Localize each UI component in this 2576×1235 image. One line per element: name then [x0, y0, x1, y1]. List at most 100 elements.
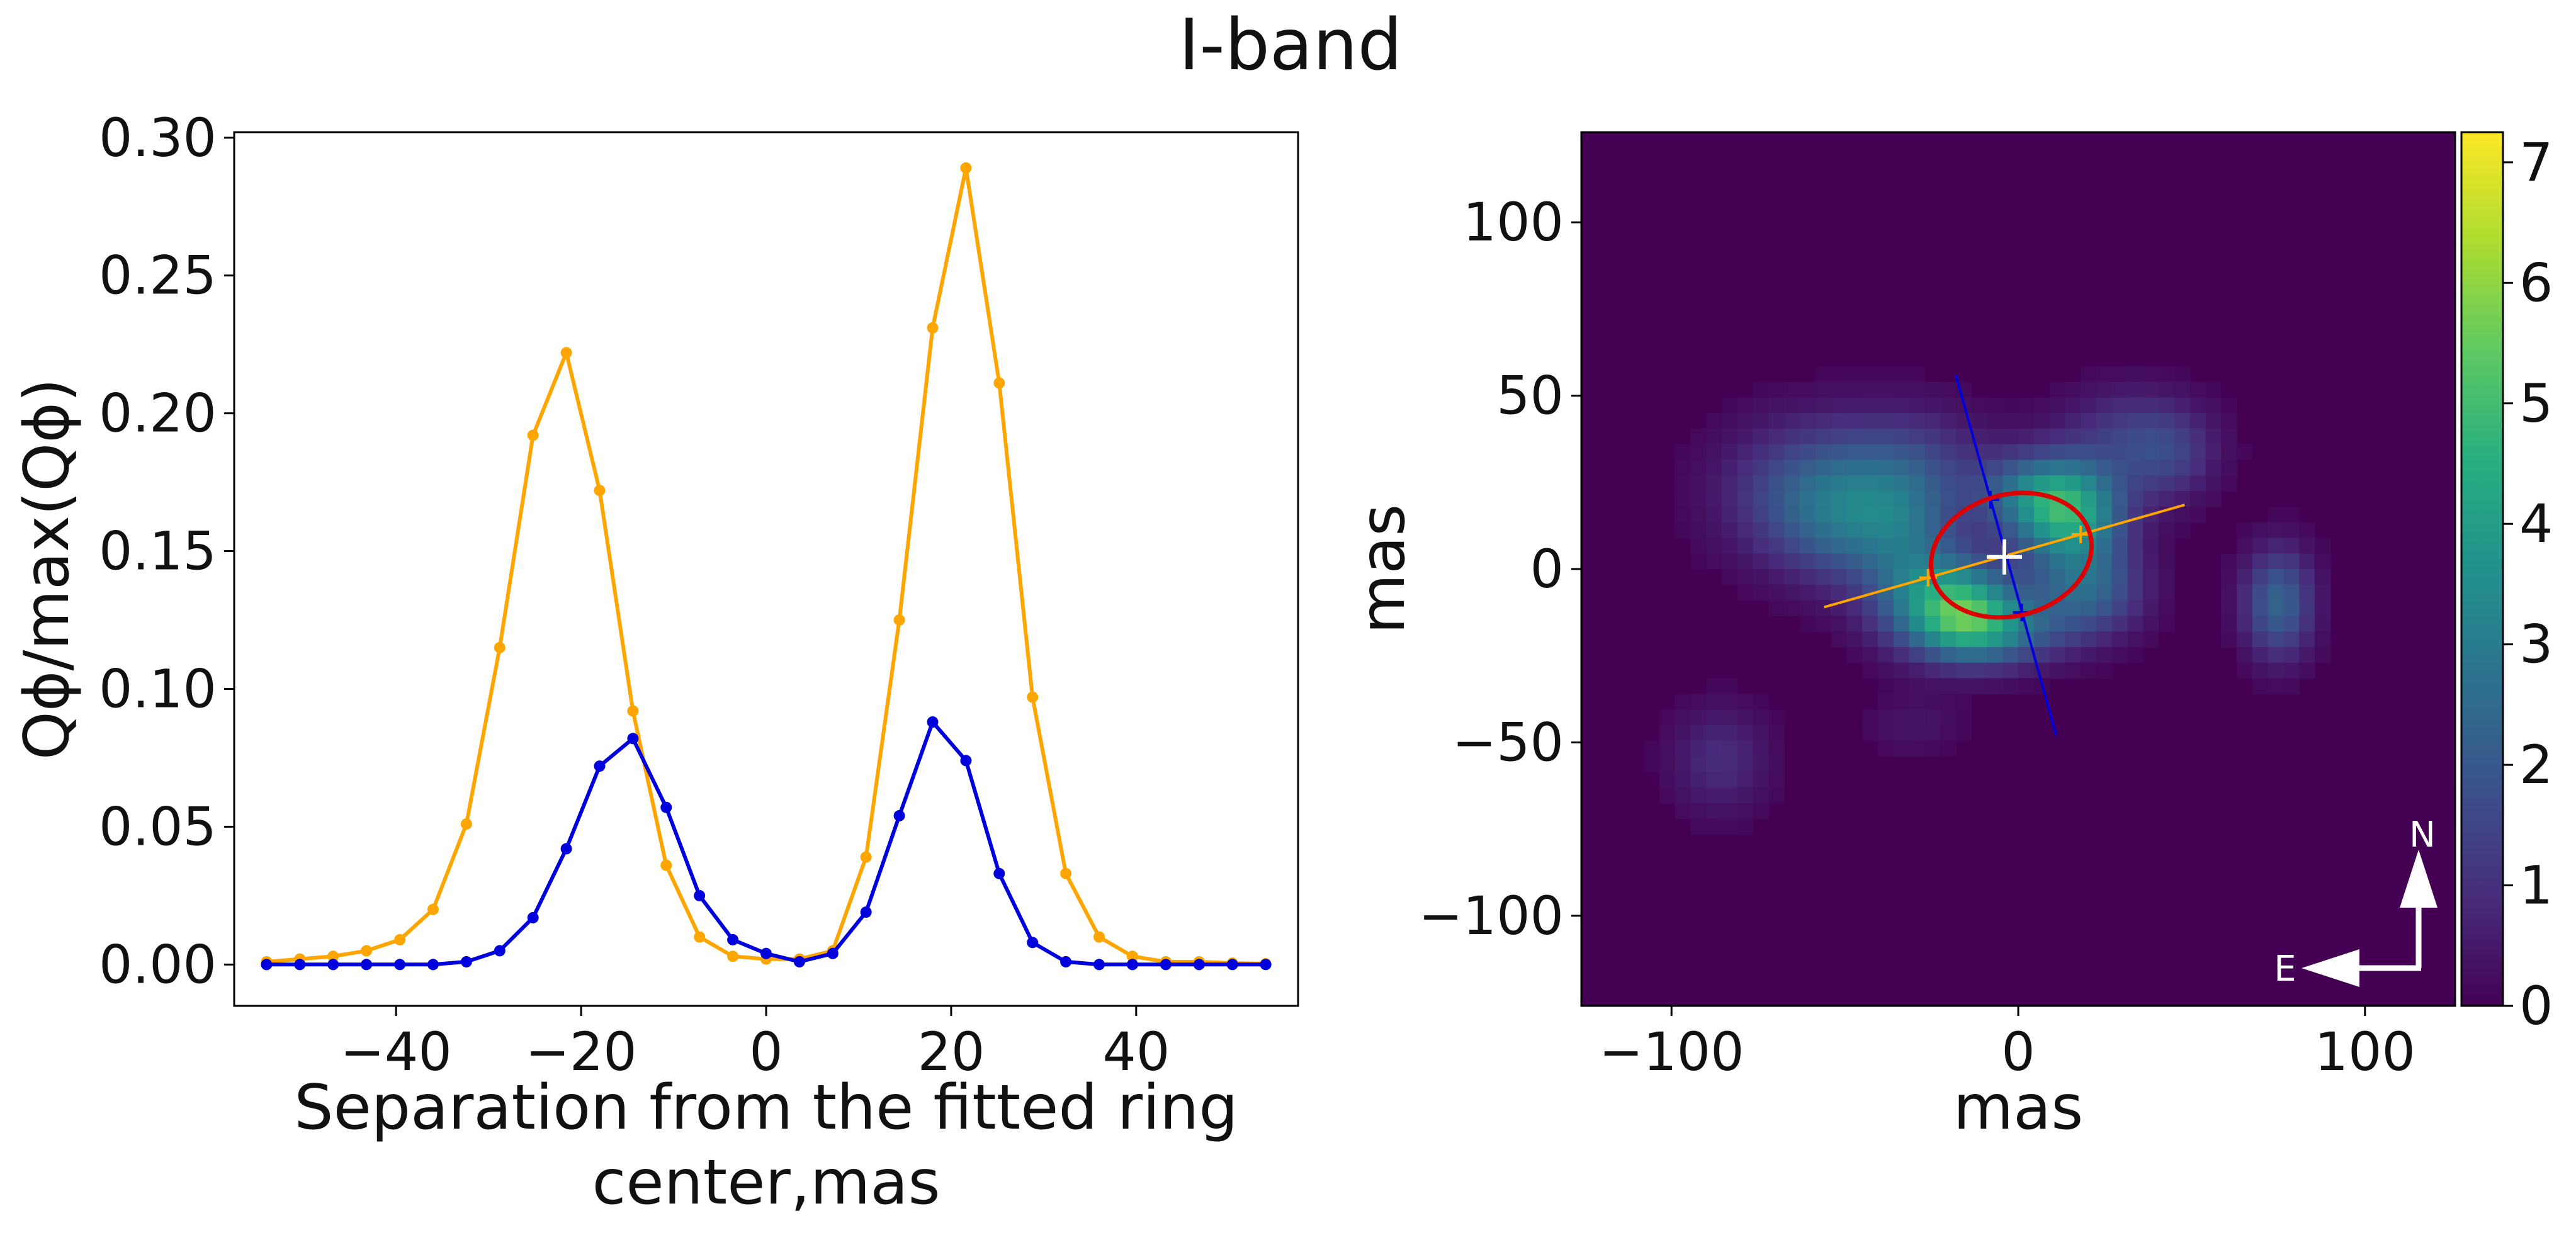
heatmap-cell — [1940, 444, 1957, 461]
series-0-point — [1093, 931, 1105, 943]
heatmap-cell — [2081, 366, 2097, 383]
colorbar-tick-label: 5 — [2519, 373, 2553, 434]
heatmap-cell — [1722, 787, 1738, 804]
y-tick-label: 0.25 — [99, 245, 217, 307]
heatmap-cell — [2174, 444, 2191, 461]
heatmap-cell — [2096, 381, 2113, 398]
heatmap-cell — [1987, 413, 2004, 429]
heatmap-cell — [1909, 662, 1926, 679]
heatmap-cell — [2111, 428, 2128, 445]
heatmap-cell — [1784, 491, 1800, 507]
series-line-0 — [266, 166, 1266, 966]
heatmap-cell — [1722, 475, 1738, 492]
heatmap-cell — [1940, 646, 1957, 663]
heatmap-cell — [1924, 381, 1941, 398]
heatmap-cell — [1971, 584, 1988, 601]
heatmap-cell — [1987, 569, 2004, 585]
heatmap-cell — [2003, 522, 2019, 539]
heatmap-cell — [1722, 428, 1738, 445]
heatmap-cell — [2283, 506, 2300, 523]
profile-axes-frame — [233, 131, 1299, 1007]
heatmap-cell — [1737, 444, 1754, 461]
colorbar-tick-label: 7 — [2519, 132, 2553, 193]
series-0-point — [1126, 950, 1138, 962]
heatmap-cell — [1784, 553, 1800, 570]
x-tick-label: 100 — [2315, 1021, 2415, 1083]
heatmap-cell — [1753, 584, 1770, 601]
y-tick-label: 0.15 — [99, 521, 217, 582]
heatmap-cell — [2237, 553, 2253, 570]
heatmap-cell — [1846, 381, 1863, 398]
heatmap-cell — [1737, 569, 1754, 585]
series-1-point — [660, 801, 672, 813]
heatmap-cell — [1831, 428, 1848, 445]
heatmap-cell — [2268, 522, 2285, 539]
heatmap-cell — [1706, 522, 1722, 539]
heatmap-cell — [2237, 569, 2253, 585]
heatmap-cell — [1955, 709, 1972, 726]
heatmap-cell — [1940, 662, 1957, 679]
heatmap-cell — [1893, 522, 1910, 539]
compass-north-arrowhead — [2400, 850, 2438, 908]
heatmap-cell — [1706, 475, 1722, 492]
heatmap-cell — [1909, 584, 1926, 601]
heatmap-cell — [1722, 538, 1738, 555]
heatmap-cell — [2283, 616, 2300, 632]
x-tick-label: 0 — [749, 1021, 782, 1083]
heatmap-cell — [2018, 569, 2035, 585]
heatmap-cell — [1768, 444, 1785, 461]
heatmap-cell — [1722, 569, 1738, 585]
heatmap-cell — [2127, 522, 2144, 539]
heatmap-cell — [1722, 725, 1738, 742]
heatmap-cell — [1737, 694, 1754, 710]
heatmap-cell — [1971, 646, 1988, 663]
compass: N E — [2274, 815, 2438, 990]
heatmap-cell — [1690, 553, 1707, 570]
heatmap-cell — [1877, 522, 1894, 539]
heatmap-cell — [1940, 460, 1957, 477]
heatmap-cell — [2252, 522, 2269, 539]
heatmap-cell — [1846, 475, 1863, 492]
heatmap-cell — [1909, 694, 1926, 710]
heatmap-cell — [1737, 725, 1754, 742]
heatmap-cell — [1877, 444, 1894, 461]
heatmap-cell — [1800, 538, 1816, 555]
heatmap-cell — [2003, 678, 2019, 695]
series-1-point — [727, 933, 739, 945]
heatmap-cell — [1675, 491, 1692, 507]
heatmap-cell — [2221, 428, 2237, 445]
heatmap-cell — [1753, 381, 1770, 398]
heatmap-cell — [2221, 553, 2237, 570]
heatmap-cell — [2268, 600, 2285, 617]
colorbar-gradient — [2460, 131, 2504, 1007]
heatmap-cell — [2283, 569, 2300, 585]
heatmap-cell — [2065, 444, 2081, 461]
heatmap-cell — [1675, 506, 1692, 523]
heatmap-cell — [2096, 600, 2113, 617]
heatmap-cell — [2174, 460, 2191, 477]
heatmap-cell — [1940, 397, 1957, 414]
heatmap-cell — [1940, 709, 1957, 726]
heatmap-cell — [2033, 413, 2050, 429]
heatmap-cell — [2268, 569, 2285, 585]
heatmap-cell — [1877, 646, 1894, 663]
heatmap-cell — [2237, 662, 2253, 679]
series-0-point — [394, 933, 406, 945]
heatmap-cell — [1893, 616, 1910, 632]
heatmap-cell — [1846, 553, 1863, 570]
series-1-point — [1126, 959, 1138, 971]
heatmap-cell — [2127, 428, 2144, 445]
heatmap-cell — [2081, 616, 2097, 632]
heatmap-cell — [1675, 787, 1692, 804]
heatmap-cell — [2033, 397, 2050, 414]
heatmap-cell — [1784, 475, 1800, 492]
heatmap-cell — [1831, 553, 1848, 570]
heatmap-cell — [1706, 787, 1722, 804]
heatmap-cell — [1768, 725, 1785, 742]
heatmap-cell — [1737, 787, 1754, 804]
heatmap-cell — [1831, 538, 1848, 555]
heatmap-cell — [2081, 646, 2097, 663]
heatmap-cell — [2081, 631, 2097, 648]
heatmap-cell — [2159, 444, 2175, 461]
heatmap-cell — [1909, 600, 1926, 617]
